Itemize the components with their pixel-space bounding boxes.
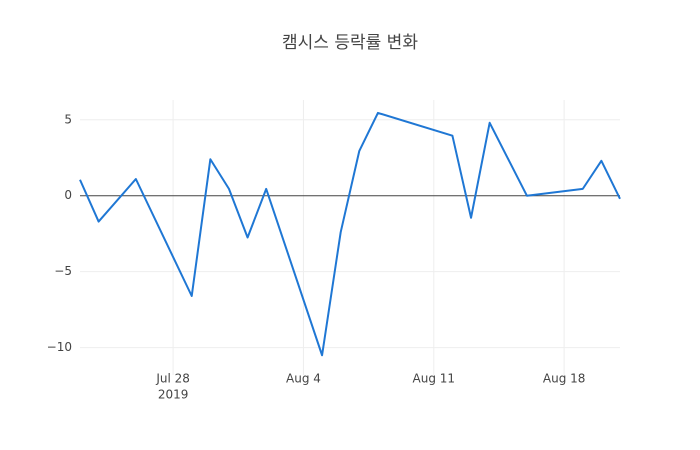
x-tick-label: Aug 18 xyxy=(543,372,586,386)
x-year-label: 2019 xyxy=(158,388,189,402)
y-tick-label: 0 xyxy=(64,188,72,202)
line-series xyxy=(79,111,621,357)
y-tick-label: −10 xyxy=(47,340,72,354)
chart-title: 캠시스 등락률 변화 xyxy=(282,33,418,53)
x-tick-label: Aug 11 xyxy=(413,372,456,386)
x-tick-label: Jul 28 xyxy=(155,372,190,386)
y-tick-label: 5 xyxy=(64,112,72,126)
y-tick-label: −5 xyxy=(54,264,72,278)
x-tick-label: Aug 4 xyxy=(286,372,321,386)
